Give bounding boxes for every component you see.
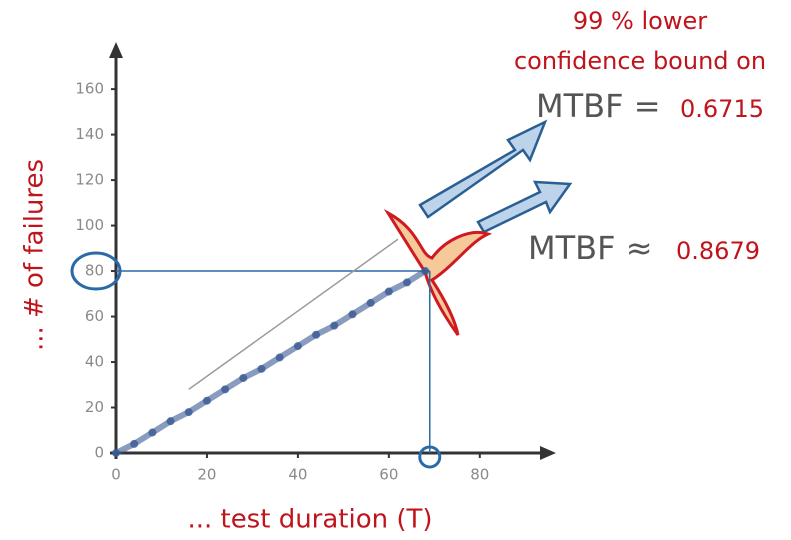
confidence-density [383,209,493,336]
data-point [348,310,357,319]
y-tick-label: 100 [75,216,104,234]
y-tick-label: 20 [85,398,104,416]
x-axis-label: ... test duration (T) [187,505,432,535]
data-line [113,268,429,456]
data-point [112,449,120,457]
y-tick-label: 140 [75,125,104,143]
arrow-upper [418,119,548,219]
x-tick-label: 40 [288,466,307,484]
x-axis-arrow [540,446,556,460]
estimate-label: MTBF ≈ [528,229,653,267]
reference-x-circle [418,445,442,469]
arrow-lower [476,180,573,234]
reference-y-circle [70,251,122,291]
y-tick-label: 120 [75,171,104,189]
data-point [384,287,393,296]
data-point [421,267,430,276]
data-point [148,428,157,437]
heading-line-1: 99 % lower [573,7,707,35]
data-point [293,342,302,351]
x-tick-label: 80 [470,466,489,484]
data-point [221,385,230,394]
data-point [202,396,211,405]
data-point [257,364,266,373]
y-axis-arrow [109,42,123,58]
data-point [166,417,175,426]
data-point [366,298,375,307]
heading-line-2: confidence bound on [514,47,766,75]
lower-bound-label: MTBF = [536,87,661,125]
x-tick-label: 60 [379,466,398,484]
y-tick-label: 0 [94,444,104,462]
data-point [403,278,412,287]
fit-line [188,238,399,390]
y-tick-label: 60 [85,307,104,325]
lower-bound-value: 0.6715 [680,95,764,123]
data-point [130,439,139,448]
x-tick-label: 20 [197,466,216,484]
y-tick-label: 80 [85,262,104,280]
data-point [312,330,321,339]
x-tick-label: 0 [111,466,121,484]
data-point [275,353,284,362]
y-tick-label: 40 [85,353,104,371]
y-tick-label: 160 [75,80,104,98]
data-point [330,321,339,330]
y-axis-label: ... # of failures [20,159,50,351]
data-point [239,373,248,382]
data-point [184,408,193,417]
estimate-value: 0.8679 [676,237,760,265]
